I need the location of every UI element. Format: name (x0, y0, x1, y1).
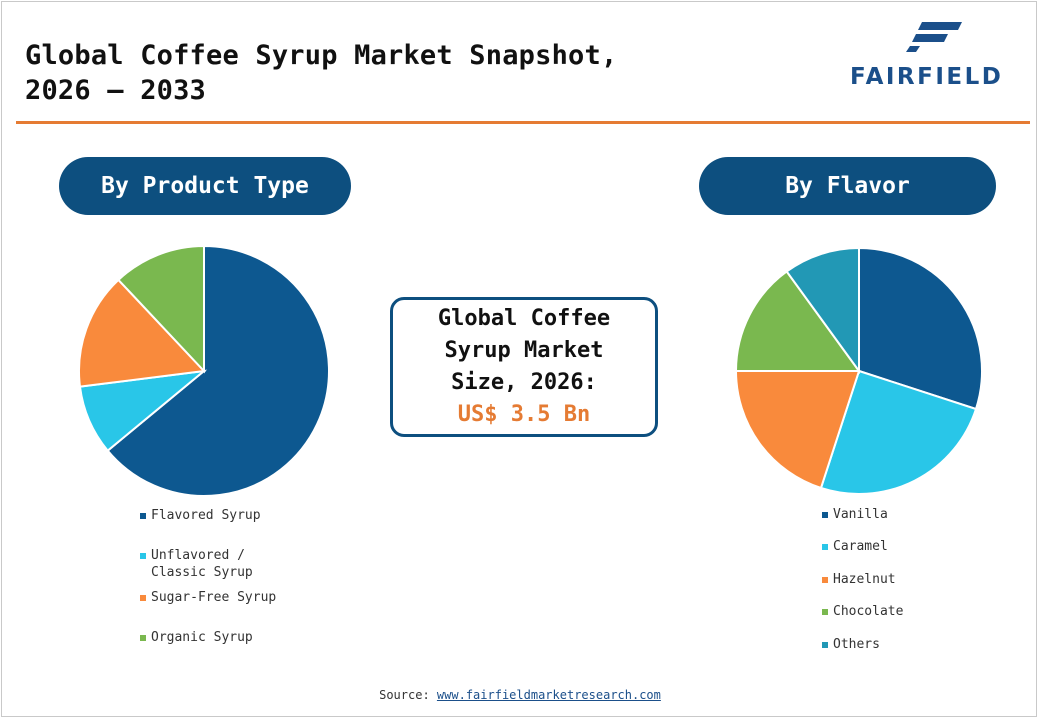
market-size-label-line2: Syrup Market (444, 338, 604, 363)
flavor-legend-item-caramel: Caramel (822, 538, 888, 555)
market-size-label-line3: Size, 2026: (451, 370, 597, 395)
flavor-slice-chocolate (734, 270, 861, 372)
product-type-legend-label: Unflavored / Classic Syrup (151, 548, 253, 580)
product-type-legend-item-organic-syrup: Organic Syrup (140, 629, 253, 646)
source-label: Source: (379, 688, 430, 702)
product-type-legend-label: Sugar-Free Syrup (151, 590, 277, 605)
flavor-legend-item-vanilla: Vanilla (822, 506, 888, 523)
logo-text: FAIRFIELD (850, 64, 1004, 90)
flavor-slice-others (785, 246, 860, 375)
product-type-slice-sugar-free-syrup (78, 278, 207, 388)
flavor-legend-item-chocolate: Chocolate (822, 603, 903, 620)
product-type-legend-item-sugar-free-syrup: Sugar-Free Syrup (140, 589, 276, 606)
product-type-slice-flavored-syrup (106, 244, 330, 497)
fairfield-logo: FAIRFIELD (850, 20, 1025, 90)
flavor-legend-label: Others (833, 637, 880, 652)
source-link[interactable]: www.fairfieldmarketresearch.com (436, 688, 661, 702)
flavor-legend-label: Caramel (833, 539, 888, 554)
flavor-legend-swatch (822, 577, 828, 583)
flavor-legend-label: Vanilla (833, 507, 888, 522)
product-type-legend: Flavored Syrup Unflavored / Classic Syrup… (140, 507, 370, 657)
flavor-legend: Vanilla Caramel Hazelnut Chocolate Others (822, 506, 962, 656)
flavor-legend-swatch (822, 609, 828, 615)
market-size-label: Global Coffee Syrup Market Size, 2026: (409, 303, 639, 399)
header-divider (16, 121, 1030, 124)
flavor-legend-label: Chocolate (833, 604, 904, 619)
product-type-legend-swatch (140, 595, 146, 601)
section-title-product-type: By Product Type (59, 157, 351, 215)
source-footer: Source: www.fairfieldmarketresearch.com (0, 688, 1040, 702)
fairfield-logo-mark-icon (906, 22, 962, 52)
product-type-legend-swatch (140, 513, 146, 519)
flavor-legend-item-hazelnut: Hazelnut (822, 571, 896, 588)
page-title-line1: Global Coffee Syrup Market Snapshot, (25, 40, 618, 71)
flavor-slice-hazelnut (734, 370, 861, 490)
page-title-line2: 2026 – 2033 (25, 75, 207, 106)
flavor-slice-caramel (819, 369, 978, 495)
product-type-legend-label: Flavored Syrup (151, 508, 261, 523)
product-type-legend-swatch (140, 635, 146, 641)
product-type-legend-item-unflavored-classic-syrup: Unflavored / Classic Syrup (140, 547, 253, 581)
flavor-slice-vanilla (858, 246, 983, 411)
product-type-legend-label: Organic Syrup (151, 630, 253, 645)
market-size-label-line1: Global Coffee (437, 306, 611, 331)
section-title-flavor: By Flavor (699, 157, 996, 215)
flavor-legend-swatch (822, 512, 828, 518)
flavor-legend-swatch (822, 544, 828, 550)
flavor-legend-item-others: Others (822, 636, 880, 653)
product-type-legend-item-flavored-syrup: Flavored Syrup (140, 507, 261, 524)
product-type-pie-chart (78, 244, 330, 497)
flavor-legend-swatch (822, 642, 828, 648)
flavor-pie-chart (734, 246, 983, 495)
market-size-box: Global Coffee Syrup Market Size, 2026: U… (390, 297, 658, 437)
flavor-legend-label: Hazelnut (833, 572, 896, 587)
product-type-slice-organic-syrup (117, 244, 205, 374)
page-title: Global Coffee Syrup Market Snapshot, 202… (25, 38, 617, 108)
product-type-legend-swatch (140, 553, 146, 559)
market-size-value: US$ 3.5 Bn (457, 402, 591, 427)
